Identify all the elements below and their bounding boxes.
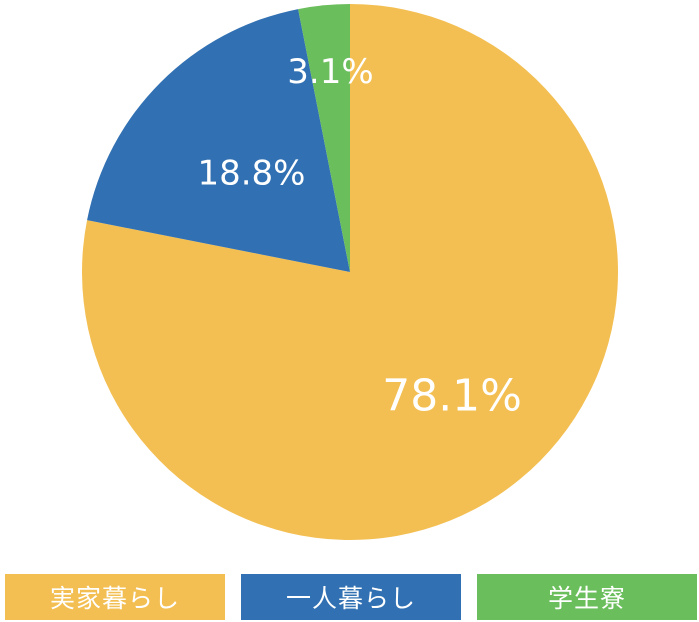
- legend-item-dormitory: 学生寮: [477, 574, 697, 620]
- legend-item-living-alone: 一人暮らし: [241, 574, 461, 620]
- legend-item-living-with-family: 実家暮らし: [5, 574, 225, 620]
- legend: 実家暮らし 一人暮らし 学生寮: [5, 574, 697, 620]
- pie-chart: 78.1% 18.8% 3.1%: [82, 4, 619, 540]
- data-label-living-with-family: 78.1%: [382, 371, 522, 422]
- pie-slice-dormitory: [298, 4, 350, 272]
- data-label-dormitory: 3.1%: [287, 52, 373, 92]
- pie-slice-living-alone: [87, 9, 350, 272]
- data-label-living-alone: 18.8%: [197, 153, 305, 193]
